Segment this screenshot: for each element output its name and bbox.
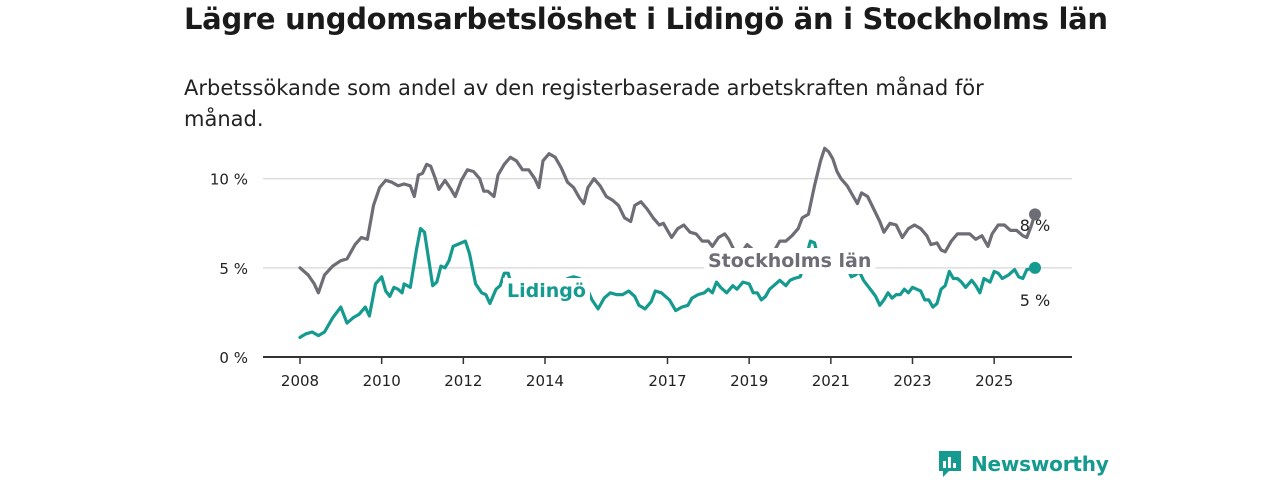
y-tick-label: 0 %: [219, 349, 248, 367]
label-background: [503, 278, 590, 304]
newsworthy-logo-icon: [939, 451, 961, 477]
x-tick-label: 2021: [812, 372, 850, 390]
gridlines: [263, 177, 1072, 269]
newsworthy-brand-text: Newsworthy: [971, 452, 1109, 476]
x-tick-label: 2019: [730, 372, 768, 390]
series-label-stockholm: Stockholms län: [708, 250, 871, 272]
series-lines: [298, 146, 1041, 339]
x-tick-label: 2025: [975, 372, 1013, 390]
x-tick-label: 2008: [281, 372, 319, 390]
newsworthy-logo: Newsworthy: [937, 448, 1109, 480]
x-tick-label: 2010: [363, 372, 401, 390]
series-line-stockholm: [298, 146, 1037, 295]
x-tick-label: 2014: [526, 372, 564, 390]
series-label-lidingo: Lidingö: [507, 280, 586, 302]
chart-title: Lägre ungdomsarbetslöshet i Lidingö än i…: [184, 2, 1108, 36]
y-tick-label: 5 %: [219, 260, 248, 278]
series-end-point-lidingo: [1029, 261, 1041, 274]
axis-ticks: 0 % 5 % 10 % 2008 2010 2012 2014 2017 2019 2021 20…: [210, 171, 1013, 390]
end-label-lidingo: 5 %: [1020, 291, 1050, 310]
series-end-point-stockholm: [1029, 208, 1041, 221]
chart-subtitle: Arbetssökande som andel av den registerb…: [184, 76, 984, 131]
end-label-stockholm: 8 %: [1020, 216, 1050, 235]
x-tick-label: 2023: [893, 372, 931, 390]
series-line-lidingo: [298, 227, 1037, 339]
x-tick-label: 2012: [444, 372, 482, 390]
x-tick-label: 2017: [648, 372, 686, 390]
label-background: [704, 248, 876, 274]
y-tick-label: 10 %: [210, 171, 248, 189]
line-chart: 0 % 5 % 10 % 2008 2010 2012 2014 2017 2019 2021 20…: [210, 146, 1072, 390]
